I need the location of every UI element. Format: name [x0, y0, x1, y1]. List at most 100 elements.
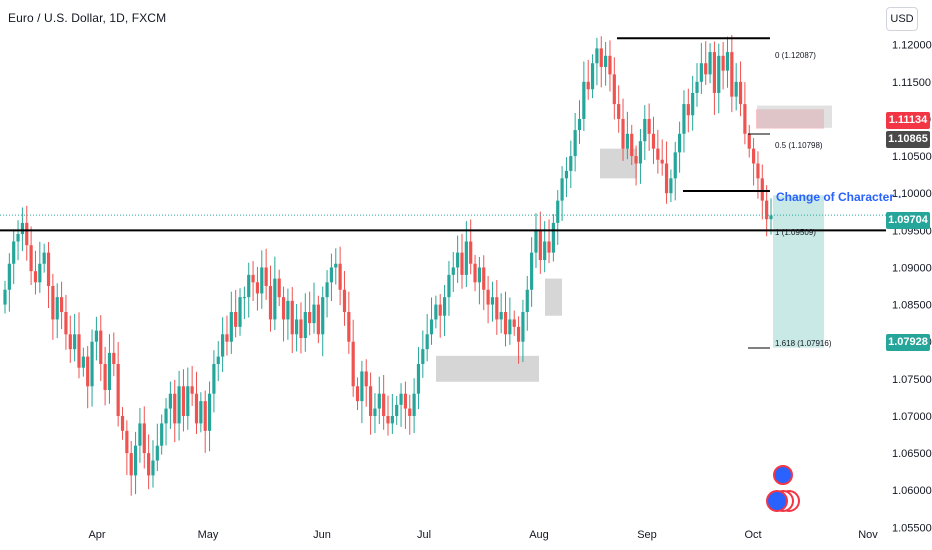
- candle-body: [351, 341, 355, 387]
- candle-body: [451, 267, 455, 275]
- candle-body: [138, 423, 142, 446]
- candle-body: [734, 81, 738, 97]
- candle-body: [12, 241, 16, 264]
- candle-body: [125, 430, 129, 454]
- candle-body: [543, 241, 547, 261]
- candle-body: [556, 200, 560, 223]
- eu-flag-icon[interactable]: [773, 465, 793, 485]
- candle-body: [604, 55, 608, 67]
- y-tick-label: 1.09000: [892, 262, 932, 274]
- x-tick-label: Apr: [88, 529, 105, 541]
- candle-body: [760, 178, 764, 201]
- candle-body: [503, 312, 508, 335]
- candle-body: [116, 364, 120, 416]
- candle-body: [612, 74, 616, 105]
- supply-block: [757, 105, 832, 128]
- candle-body: [216, 356, 220, 364]
- target-zone: [773, 195, 824, 348]
- candle-body: [538, 230, 542, 261]
- candle-body: [669, 178, 673, 194]
- candle-body: [421, 349, 425, 364]
- candle-body: [129, 453, 133, 476]
- candle-body: [190, 386, 194, 394]
- candle-body: [442, 297, 447, 316]
- candle-body: [355, 386, 360, 402]
- candle-body: [769, 215, 773, 220]
- sell-bottom-price-label: 1.10865: [886, 131, 930, 148]
- candle-body: [64, 312, 68, 335]
- y-tick-label: 1.07000: [892, 411, 932, 423]
- candle-body: [33, 271, 38, 283]
- candle-body: [234, 312, 238, 327]
- candle-body: [360, 371, 364, 402]
- candle-body: [316, 304, 320, 335]
- candle-body: [277, 278, 281, 298]
- candle-body: [90, 341, 94, 387]
- candle-body: [68, 334, 72, 350]
- candle-body: [312, 304, 316, 324]
- currency-button[interactable]: USD: [886, 7, 918, 31]
- candle-body: [81, 356, 85, 368]
- candle-body: [495, 297, 499, 320]
- candle-body: [551, 222, 555, 253]
- candle-body: [708, 52, 712, 75]
- candle-body: [412, 393, 416, 416]
- candle-body: [59, 297, 64, 313]
- change-of-character-label: Change of Character ·: [776, 190, 903, 204]
- candle-body: [342, 289, 347, 313]
- candle-body: [730, 52, 734, 97]
- us-flag-icon-front[interactable]: [766, 490, 788, 512]
- y-tick-label: 1.07500: [892, 374, 932, 386]
- candle-body: [408, 408, 412, 416]
- fib-05-label: 0.5 (1.10798): [775, 141, 823, 150]
- candle-body: [177, 386, 181, 424]
- x-tick-label: Sep: [637, 529, 657, 541]
- candle-body: [16, 234, 20, 242]
- candle-body: [133, 445, 138, 476]
- candle-body: [86, 356, 90, 387]
- candle-body: [107, 352, 112, 390]
- candle-body: [634, 156, 638, 164]
- candle-body: [386, 415, 390, 424]
- candle-body: [508, 319, 512, 335]
- candle-body: [751, 148, 756, 164]
- candle-body: [73, 334, 77, 350]
- candle-body: [38, 263, 42, 283]
- candle-body: [569, 156, 573, 171]
- symbol-title: Euro / U.S. Dollar, 1D, FXCM: [8, 11, 167, 25]
- candle-body: [51, 286, 55, 320]
- y-tick-label: 1.10000: [892, 188, 932, 200]
- candle-body: [77, 334, 81, 368]
- candle-body: [425, 334, 429, 350]
- candle-body: [660, 159, 664, 164]
- candle-body: [321, 297, 325, 335]
- candle-body: [390, 415, 394, 424]
- candle-body: [521, 312, 525, 342]
- candle-body: [368, 386, 373, 416]
- candle-body: [717, 55, 721, 93]
- candle-body: [721, 55, 725, 71]
- candle-body: [564, 170, 569, 179]
- x-tick-label: May: [198, 529, 219, 541]
- candle-body: [747, 133, 751, 149]
- chart-zones: [436, 105, 832, 382]
- candle-body: [530, 252, 534, 290]
- candle-body: [743, 104, 747, 134]
- x-tick-label: Nov: [858, 529, 878, 541]
- candle-body: [238, 297, 242, 327]
- candle-body: [516, 326, 521, 342]
- candle-body: [464, 241, 468, 275]
- candle-body: [260, 267, 264, 294]
- candlestick-series: [3, 35, 773, 496]
- candle-body: [438, 304, 442, 316]
- candle-body: [46, 252, 51, 287]
- candle-body: [473, 263, 477, 283]
- candle-body: [725, 52, 730, 71]
- candle-body: [251, 274, 255, 283]
- chart-lines: [0, 37, 886, 349]
- candle-body: [573, 130, 577, 157]
- candle-body: [155, 445, 159, 461]
- candle-body: [290, 300, 294, 335]
- candle-body: [577, 118, 582, 131]
